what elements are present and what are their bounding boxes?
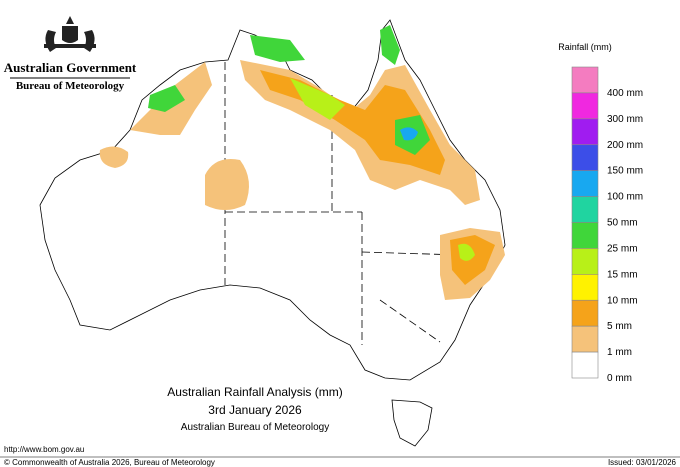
legend-label: 25 mm <box>607 243 638 254</box>
legend-swatch <box>571 351 599 379</box>
legend-label: 50 mm <box>607 218 638 229</box>
crest <box>44 16 96 52</box>
header-subtitle: Bureau of Meteorology <box>16 80 125 92</box>
legend-label: 10 mm <box>607 295 638 306</box>
legend-label: 15 mm <box>607 269 638 280</box>
map-title: Australian Rainfall Analysis (mm) <box>167 385 342 399</box>
legend-label: 0 mm <box>607 373 632 384</box>
footer-copyright: © Commonwealth of Australia 2026, Bureau… <box>4 458 215 467</box>
legend-label: 100 mm <box>607 192 643 203</box>
legend-swatch <box>571 274 599 301</box>
legend-swatch <box>571 92 599 120</box>
legend-label: 300 mm <box>607 114 643 125</box>
header-title: Australian Government <box>4 60 137 75</box>
footer-url: http://www.bom.gov.au <box>4 445 84 454</box>
legend-swatch <box>571 196 599 223</box>
legend-swatch <box>571 144 599 171</box>
tasmania <box>391 399 433 447</box>
legend-swatch <box>571 66 599 94</box>
legend-swatch <box>571 299 599 327</box>
legend-label: 1 mm <box>607 347 632 358</box>
legend-swatch <box>571 118 599 146</box>
legend-swatch <box>571 248 599 275</box>
map <box>39 19 506 447</box>
legend-swatch <box>571 325 599 353</box>
legend-title: Rainfall (mm) <box>558 42 612 52</box>
legend-label: 5 mm <box>607 321 632 332</box>
legend-label: 200 mm <box>607 140 643 151</box>
rainfall-areas <box>99 25 505 300</box>
footer-issued: Issued: 03/01/2026 <box>608 458 677 467</box>
legend: Rainfall (mm) 400 mm 300 mm 200 mm 150 mm 10… <box>558 42 643 384</box>
legend-label: 150 mm <box>607 166 643 177</box>
map-date: 3rd January 2026 <box>208 403 302 417</box>
legend-swatch <box>571 222 599 249</box>
map-source: Australian Bureau of Meteorology <box>181 422 329 433</box>
legend-swatch <box>571 170 599 197</box>
legend-label: 400 mm <box>607 88 643 99</box>
